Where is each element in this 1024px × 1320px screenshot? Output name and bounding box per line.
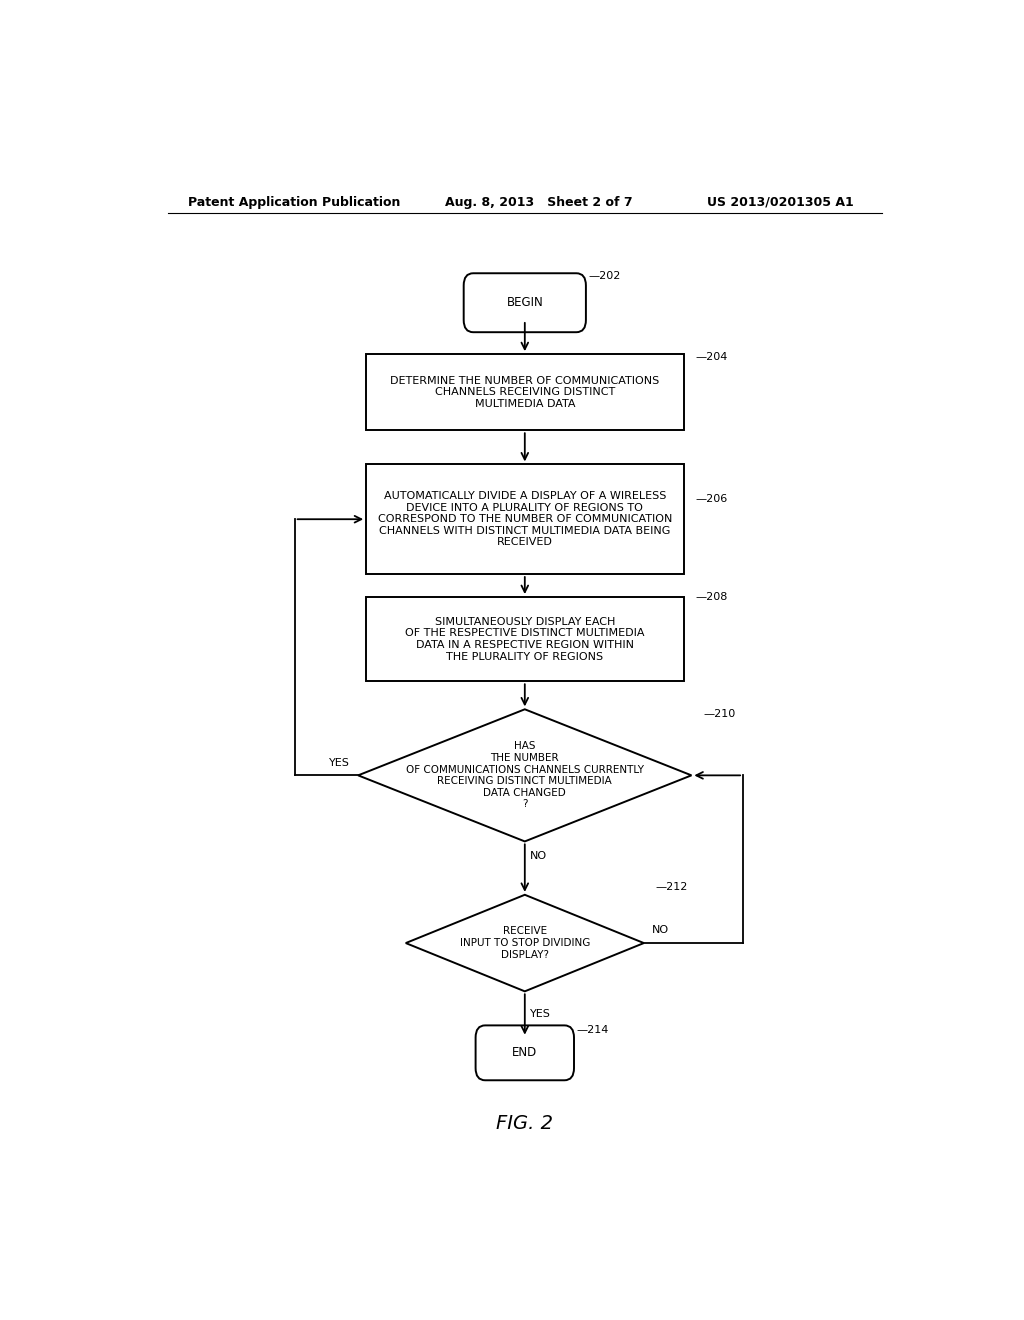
Text: —206: —206 [695, 494, 728, 504]
Text: —210: —210 [703, 709, 735, 719]
Text: —208: —208 [695, 593, 728, 602]
Text: —212: —212 [655, 882, 688, 892]
Text: —204: —204 [695, 352, 728, 362]
Text: RECEIVE
INPUT TO STOP DIVIDING
DISPLAY?: RECEIVE INPUT TO STOP DIVIDING DISPLAY? [460, 927, 590, 960]
Polygon shape [358, 709, 691, 841]
Text: END: END [512, 1047, 538, 1060]
Text: Patent Application Publication: Patent Application Publication [187, 195, 400, 209]
Bar [367, 465, 684, 574]
Text: NO: NO [530, 851, 548, 861]
Text: YES: YES [530, 1010, 551, 1019]
Text: BEGIN: BEGIN [507, 296, 543, 309]
FancyBboxPatch shape [475, 1026, 574, 1080]
Text: DETERMINE THE NUMBER OF COMMUNICATIONS
CHANNELS RECEIVING DISTINCT
MULTIMEDIA DA: DETERMINE THE NUMBER OF COMMUNICATIONS C… [390, 376, 659, 409]
Text: YES: YES [330, 758, 350, 768]
Text: US 2013/0201305 A1: US 2013/0201305 A1 [708, 195, 854, 209]
Text: NO: NO [652, 925, 669, 935]
Text: —202: —202 [588, 272, 621, 281]
FancyBboxPatch shape [464, 273, 586, 333]
Text: FIG. 2: FIG. 2 [497, 1114, 553, 1134]
Text: HAS
THE NUMBER
OF COMMUNICATIONS CHANNELS CURRENTLY
RECEIVING DISTINCT MULTIMEDI: HAS THE NUMBER OF COMMUNICATIONS CHANNEL… [406, 742, 644, 809]
Polygon shape [406, 895, 644, 991]
Bar [367, 354, 684, 430]
Text: AUTOMATICALLY DIVIDE A DISPLAY OF A WIRELESS
DEVICE INTO A PLURALITY OF REGIONS : AUTOMATICALLY DIVIDE A DISPLAY OF A WIRE… [378, 491, 672, 548]
Text: —214: —214 [577, 1024, 608, 1035]
Text: Aug. 8, 2013   Sheet 2 of 7: Aug. 8, 2013 Sheet 2 of 7 [445, 195, 633, 209]
Text: SIMULTANEOUSLY DISPLAY EACH
OF THE RESPECTIVE DISTINCT MULTIMEDIA
DATA IN A RESP: SIMULTANEOUSLY DISPLAY EACH OF THE RESPE… [406, 616, 644, 661]
Bar [367, 597, 684, 681]
